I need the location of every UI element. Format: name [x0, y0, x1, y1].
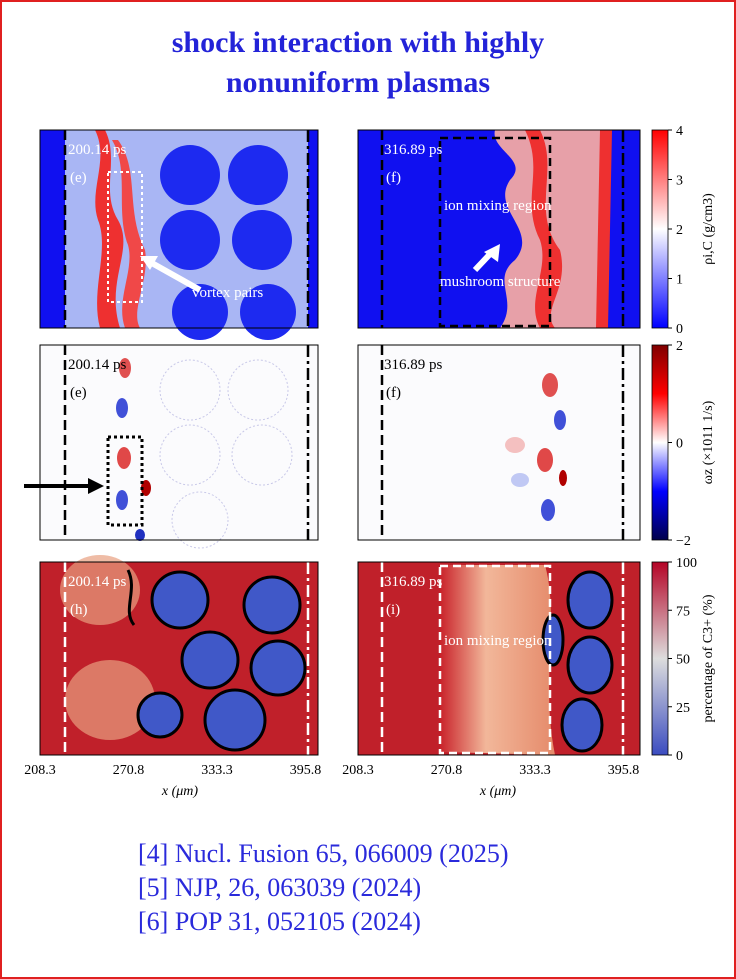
colorbar-tick-label: 50: [676, 653, 690, 668]
panel-row2-left: [39, 344, 319, 549]
time-label: 316.89 ps: [384, 574, 443, 590]
x-axis-label: x (μm): [161, 784, 199, 799]
colorbar: [651, 561, 669, 756]
x-tick-label: 395.8: [290, 763, 322, 778]
panel-row3-left: [39, 555, 319, 756]
colorbar-tick-label: 2: [676, 223, 683, 238]
arrow-head: [88, 478, 104, 494]
colorbar-tick-label: −2: [676, 534, 691, 549]
colorbar-tick-label: 25: [676, 701, 690, 716]
colorbar-tick-label: 100: [676, 556, 697, 571]
x-axis-label: x (μm): [479, 784, 517, 799]
colorbar-tick-label: 1: [676, 273, 683, 288]
x-tick-label: 395.8: [608, 763, 640, 778]
panel-row1-right: [357, 129, 641, 329]
x-tick-label: 208.3: [342, 763, 374, 778]
panel-label: (h): [70, 602, 88, 618]
colorbar-tick-label: 0: [676, 322, 683, 337]
annotation: mushroom structure: [440, 274, 561, 290]
time-label: 316.89 ps: [384, 357, 443, 373]
x-tick-label: 333.3: [201, 763, 233, 778]
x-tick-label: 270.8: [431, 763, 463, 778]
time-label: 316.89 ps: [384, 142, 443, 158]
title-line: shock interaction with highly: [172, 26, 545, 59]
panel-label: (e): [70, 170, 87, 186]
colorbar-tick-label: 0: [676, 749, 683, 764]
title-line: nonuniform plasmas: [226, 66, 490, 99]
annotation: vortex pairs: [192, 285, 263, 301]
colorbar-label: ρi,C (g/cm3): [701, 193, 716, 265]
x-tick-label: 208.3: [24, 763, 56, 778]
annotation: ion mixing region: [444, 198, 552, 214]
annotation: ion mixing region: [444, 633, 552, 649]
title: shock interaction with highly nonuniform …: [172, 26, 545, 99]
x-tick-label: 333.3: [519, 763, 551, 778]
colorbar: [651, 129, 669, 329]
reference: [4] Nucl. Fusion 65, 066009 (2025): [138, 839, 508, 868]
colorbar-tick-label: 3: [676, 174, 683, 189]
panel-label: (e): [70, 385, 87, 401]
reference: [6] POP 31, 052105 (2024): [138, 907, 421, 936]
time-label: 200.14 ps: [68, 142, 127, 158]
colorbar-tick-label: 75: [676, 604, 690, 619]
colorbar-tick-label: 0: [676, 437, 683, 452]
panel-label: (f): [386, 385, 401, 401]
panel-row1-left: [39, 129, 319, 340]
colorbar: [651, 344, 669, 541]
panel-label: (i): [386, 602, 400, 618]
colorbar-label: percentage of C3+ (%): [701, 594, 716, 722]
panel-row3-right: [357, 561, 641, 756]
colorbar-tick-label: 4: [676, 124, 683, 139]
panel-label: (f): [386, 170, 401, 186]
colorbar-tick-label: 2: [676, 339, 683, 354]
reference: [5] NJP, 26, 063039 (2024): [138, 873, 421, 902]
colorbar-label: ωz (×1011 1/s): [701, 400, 716, 484]
panel-row2-right: [357, 344, 641, 541]
labels: 200.14 ps (e) 316.89 ps (f) 0 1 2 3 4 ρi,C (g/cm3…: [24, 124, 716, 936]
x-tick-label: 270.8: [113, 763, 145, 778]
time-label: 200.14 ps: [68, 357, 127, 373]
time-label: 200.14 ps: [68, 574, 127, 590]
